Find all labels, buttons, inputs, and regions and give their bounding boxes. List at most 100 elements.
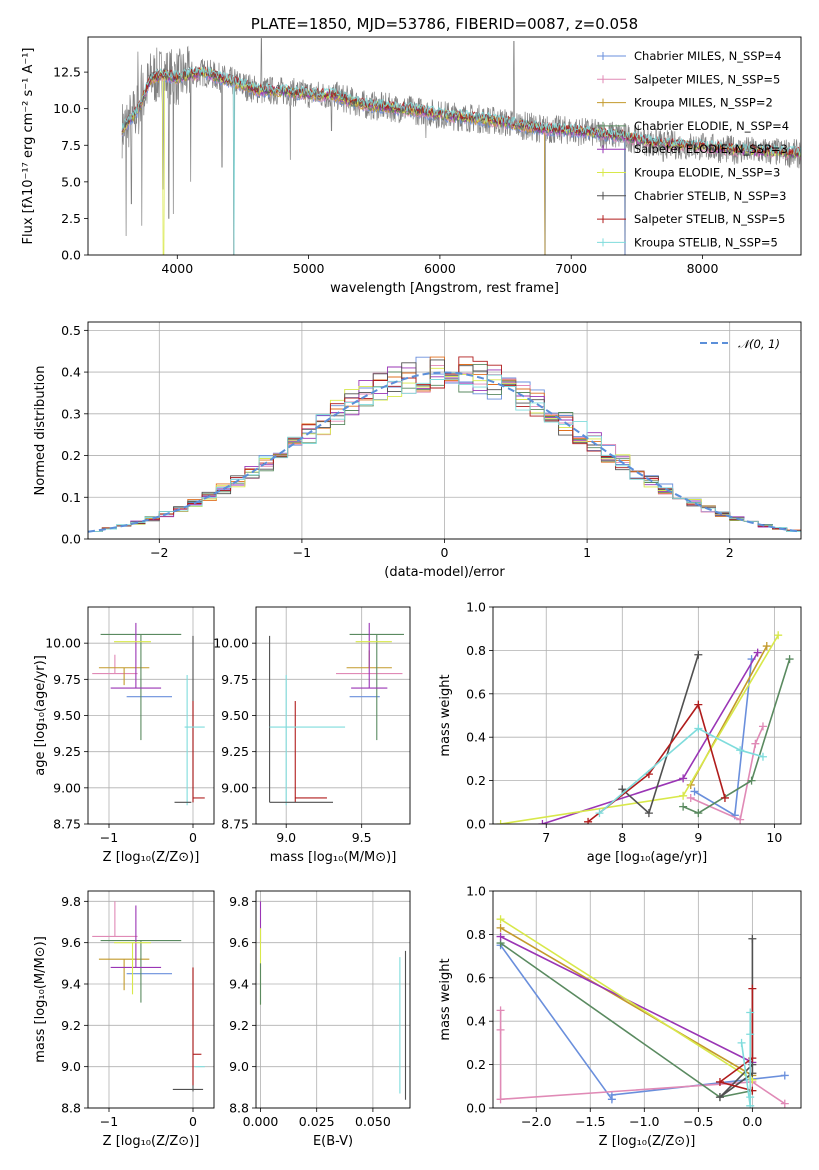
x-axis-label: Z [log₁₀(Z/Z⊙)] — [599, 1134, 696, 1149]
y-tick-label: 0.5 — [61, 323, 81, 338]
x-tick-label: 7 — [542, 830, 550, 845]
y-tick-label: 0.0 — [466, 1101, 486, 1116]
error-bar-point — [110, 905, 162, 969]
data-point-marker — [690, 787, 699, 796]
series-line — [500, 918, 753, 1081]
error-bar-point — [100, 633, 182, 741]
x-tick-label: −0.5 — [683, 1114, 713, 1129]
mass-weight-series — [737, 1008, 755, 1108]
y-tick-label: 0.0 — [61, 532, 81, 547]
y-tick-label: 9.50 — [221, 708, 249, 723]
y-tick-label: 9.6 — [61, 935, 81, 950]
y-tick-label: 10.00 — [213, 636, 249, 651]
data-point-marker — [753, 648, 762, 657]
y-tick-label: 12.5 — [53, 65, 81, 80]
data-point-marker — [538, 820, 547, 824]
y-tick-label: 10.00 — [45, 636, 81, 651]
axes-frame — [255, 890, 411, 1109]
data-point-marker — [496, 1006, 505, 1015]
series-line — [587, 702, 726, 823]
x-tick-label: −2.0 — [521, 1114, 551, 1129]
mass-weight-series — [584, 700, 729, 824]
mass-weight-vs-Z-panel: −2.0 −1.5 −1.0 −0.5 0.0 0.0 0.2 0.4 0.6 0.8 1.0 Z [… — [438, 884, 802, 1149]
y-tick-label: 8.8 — [61, 1101, 81, 1116]
x-tick-label: 2 — [726, 545, 734, 560]
legend-label: Salpeter ELODIE, N_SSP=3 — [634, 142, 788, 156]
data-point-marker — [747, 776, 756, 785]
spectrum-panel: 4000 5000 6000 7000 8000 0.0 2.5 5.0 7.5 10.0 12.5… — [21, 15, 802, 296]
y-tick-label: 0.4 — [466, 730, 486, 745]
x-axis-label: (data-model)/error — [384, 565, 505, 580]
x-tick-label: 9.0 — [276, 830, 296, 845]
y-tick-label: 9.8 — [229, 894, 249, 909]
y-tick-label: 0.2 — [466, 773, 486, 788]
y-axis-label: Normed distribution — [33, 366, 48, 496]
x-tick-label: 9 — [694, 830, 702, 845]
x-tick-label: −2 — [150, 545, 168, 560]
y-tick-label: 9.0 — [229, 1059, 249, 1074]
data-point-marker — [618, 785, 627, 794]
x-tick-label: 0 — [189, 830, 197, 845]
x-tick-label: 10 — [766, 830, 782, 845]
x-tick-label: 7000 — [555, 261, 587, 276]
x-tick-label: 0.000 — [243, 1114, 279, 1129]
data-point-marker — [496, 820, 505, 824]
y-tick-label: 0.0 — [466, 817, 486, 832]
mass-weight-series — [496, 915, 757, 1084]
data-point-marker — [737, 1038, 746, 1047]
histogram-series — [88, 372, 801, 533]
y-axis-label: age [log₁₀(age/yr)] — [33, 655, 48, 776]
y-tick-label: 0.1 — [61, 490, 81, 505]
mass-weight-series — [715, 984, 757, 1095]
y-tick-label: 2.5 — [61, 211, 81, 226]
data-point-marker — [758, 752, 767, 761]
y-tick-label: 9.75 — [53, 672, 81, 687]
y-tick-label: 0.8 — [466, 927, 486, 942]
mass-vs-Z-panel: −1 0 8.8 9.0 9.2 9.4 9.6 9.8 Z [log₁₀(Z/Z⊙)] mass… — [33, 890, 215, 1149]
y-tick-label: 9.8 — [61, 894, 81, 909]
error-bar-point — [100, 940, 182, 1003]
y-tick-label: 9.6 — [229, 935, 249, 950]
data-point-marker — [715, 1077, 724, 1086]
y-tick-label: 0.8 — [466, 643, 486, 658]
y-tick-label: 9.00 — [53, 780, 81, 795]
mass-weight-series — [595, 724, 767, 818]
model-line — [121, 67, 801, 158]
data-point-marker — [785, 655, 794, 664]
data-point-marker — [694, 724, 703, 733]
error-bar-point — [192, 967, 202, 1086]
x-tick-label: −1 — [100, 1114, 118, 1129]
data-point-marker — [758, 722, 767, 731]
y-tick-label: 0.4 — [61, 365, 81, 380]
x-tick-label: 4000 — [161, 261, 193, 276]
data-point-marker — [694, 809, 703, 818]
axes-frame — [87, 36, 802, 256]
y-tick-label: 8.8 — [229, 1101, 249, 1116]
y-tick-label: 9.50 — [53, 708, 81, 723]
data-point-marker — [496, 915, 505, 924]
y-tick-label: 9.25 — [221, 744, 249, 759]
data-point-marker — [496, 1095, 505, 1104]
data-point-marker — [751, 739, 760, 748]
series-line — [598, 727, 764, 814]
y-tick-label: 9.4 — [61, 977, 81, 992]
legend-label: Chabrier ELODIE, N_SSP=4 — [634, 119, 789, 133]
error-bar-point — [98, 958, 150, 991]
x-tick-label: −1 — [100, 830, 118, 845]
axes-frame — [87, 890, 215, 1109]
age-vs-mass-panel: 9.0 9.5 8.75 9.00 9.25 9.50 9.75 10.00 mass [log… — [213, 606, 411, 865]
legend-label: Chabrier MILES, N_SSP=4 — [634, 49, 781, 63]
x-tick-label: 0 — [189, 1114, 197, 1129]
y-axis-label: Flux [fλ10⁻¹⁷ erg cm⁻² s⁻¹ A⁻¹] — [21, 48, 36, 245]
data-point-marker — [736, 746, 745, 755]
x-tick-label: 9.5 — [352, 830, 372, 845]
x-axis-label: Z [log₁₀(Z/Z⊙)] — [103, 1134, 200, 1149]
x-tick-label: −1.0 — [629, 1114, 659, 1129]
series-line — [499, 944, 785, 1102]
legend-label: Kroupa MILES, N_SSP=2 — [634, 96, 773, 110]
y-tick-label: 10.0 — [53, 101, 81, 116]
data-point-marker — [584, 817, 593, 824]
legend-label: Chabrier STELIB, N_SSP=3 — [634, 189, 786, 203]
y-axis-label: mass [log₁₀(M/M⊙)] — [33, 936, 48, 1063]
x-tick-label: 0 — [441, 545, 449, 560]
